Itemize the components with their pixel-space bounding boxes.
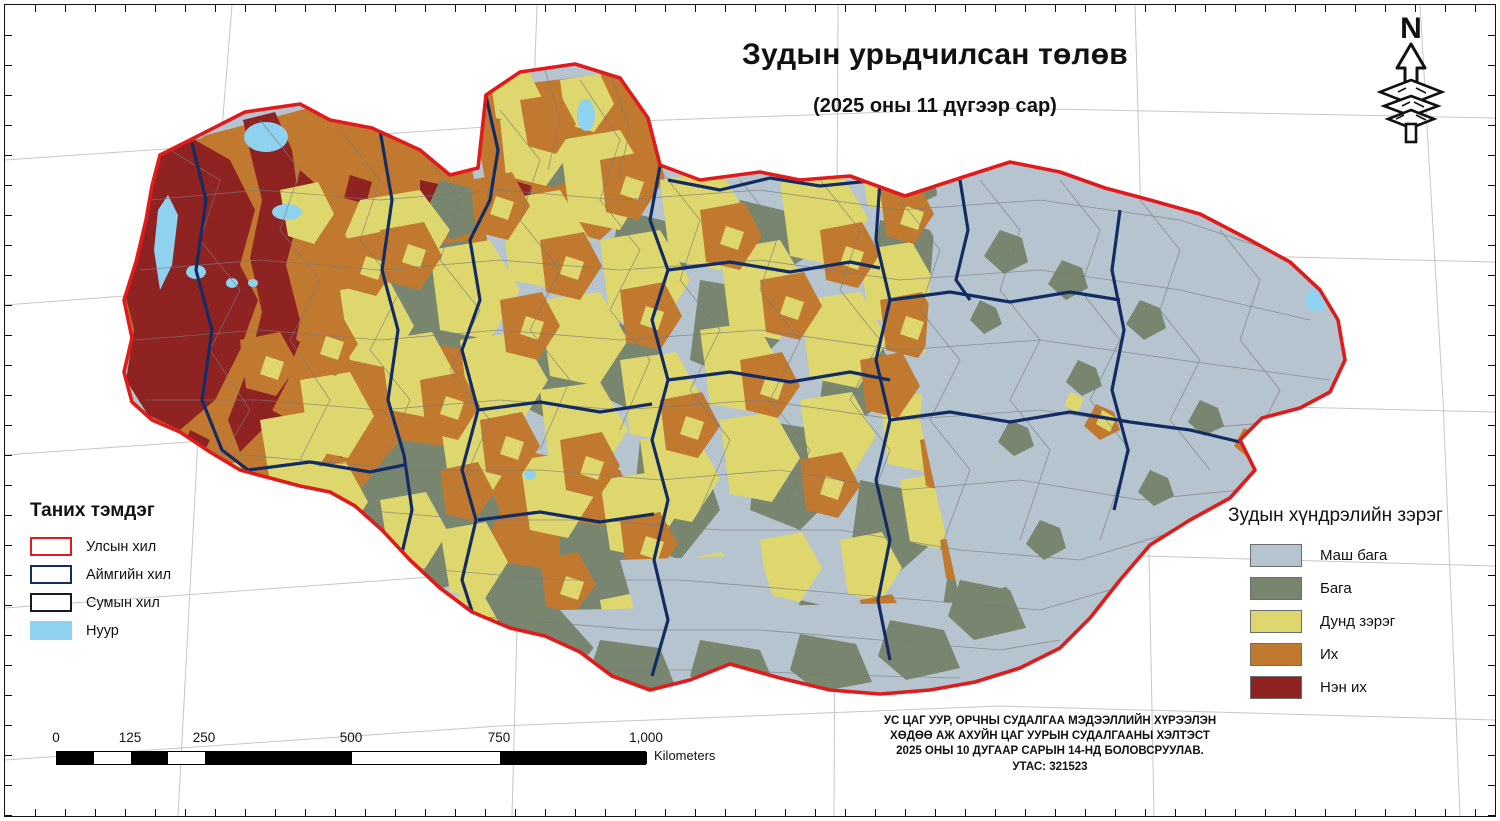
- scale-bar-unit: Kilometers: [654, 748, 716, 763]
- legend-zud-severity: Зудын хүндрэлийн зэрэг Маш бага Бага Дун…: [1228, 505, 1443, 706]
- credit-line: ХӨДӨӨ АЖ АХУЙН ЦАГ УУРЫН СУДАЛГААНЫ ХЭЛТ…: [890, 730, 1210, 743]
- legend-item-mash-baga: Маш бага: [1228, 541, 1443, 569]
- lake-swatch: [30, 621, 72, 640]
- sum-border-swatch: [30, 593, 72, 612]
- severity-swatch-nen-ikh: [1250, 675, 1302, 699]
- severity-swatch-baga: [1250, 576, 1302, 600]
- aimag-boundaries: [190, 95, 1241, 677]
- national-border-swatch: [30, 537, 72, 556]
- national-border: [122, 62, 1347, 696]
- credit-line: 2025 ОНЫ 10 ДУГААР САРЫН 14-НД БОЛОВСРУУ…: [896, 745, 1204, 758]
- legend-item-sum-border: Сумын хил: [30, 590, 171, 615]
- legend-label: Дунд зэрэг: [1320, 612, 1396, 630]
- legend-item-dund-zereg: Дунд зэрэг: [1228, 607, 1443, 635]
- scale-tick: 0: [52, 730, 60, 745]
- scale-tick: 250: [192, 730, 216, 745]
- scale-tick: 500: [339, 730, 363, 745]
- credits-block: УС ЦАГ УУР, ОРЧНЫ СУДАЛГАА МЭДЭЭЛЛИЙН ХҮ…: [840, 714, 1260, 775]
- lakes: [154, 99, 1326, 480]
- legend-label: Маш бага: [1320, 546, 1388, 564]
- scale-tick: 125: [118, 730, 142, 745]
- zud-class-baga-east-flecks: [970, 230, 1224, 560]
- legend-item-nen-ikh: Нэн их: [1228, 673, 1443, 701]
- legend-symbols: Таних тэмдэг Улсын хил Аймгийн хил Сумын…: [30, 500, 171, 646]
- north-arrow-label: N: [1400, 12, 1422, 45]
- legend-label: Улсын хил: [86, 538, 157, 555]
- aimag-border-swatch: [30, 565, 72, 584]
- scale-bar-graphic: [56, 751, 647, 765]
- scale-bar-labels: 0 125 250 500 750 1,000: [52, 730, 663, 748]
- severity-swatch-dund-zereg: [1250, 609, 1302, 633]
- legend-label: Их: [1320, 645, 1339, 663]
- legend-label: Нэн их: [1320, 678, 1367, 696]
- legend-item-aimag-border: Аймгийн хил: [30, 562, 171, 587]
- legend-item-ikh: Их: [1228, 640, 1443, 668]
- credit-line: УТАС: 321523: [1012, 760, 1088, 773]
- legend-item-national-border: Улсын хил: [30, 534, 171, 559]
- page-title: Зудын урьдчилсан төлөв: [742, 38, 1128, 71]
- legend-label: Сумын хил: [86, 594, 160, 611]
- legend-item-baga: Бага: [1228, 574, 1443, 602]
- legend-zud-severity-title: Зудын хүндрэлийн зэрэг: [1228, 505, 1443, 526]
- legend-label: Нуур: [86, 622, 119, 639]
- legend-symbols-title: Таних тэмдэг: [30, 500, 155, 521]
- page-subtitle: (2025 оны 11 дүгээр сар): [813, 95, 1057, 117]
- scale-bar: 0 125 250 500 750 1,000 Kilometers: [52, 730, 715, 765]
- severity-swatch-mash-baga: [1250, 543, 1302, 567]
- legend-label: Бага: [1320, 579, 1352, 597]
- north-arrow: N: [1372, 8, 1450, 148]
- scale-tick: 750: [487, 730, 511, 745]
- severity-swatch-ikh: [1250, 642, 1302, 666]
- zud-class-mash-baga-east: [920, 150, 1345, 600]
- scale-tick: 1,000: [629, 730, 663, 745]
- legend-item-lake: Нуур: [30, 618, 171, 643]
- legend-label: Аймгийн хил: [86, 566, 172, 583]
- credit-line: УС ЦАГ УУР, ОРЧНЫ СУДАЛГАА МЭДЭЭЛЛИЙН ХҮ…: [883, 715, 1217, 727]
